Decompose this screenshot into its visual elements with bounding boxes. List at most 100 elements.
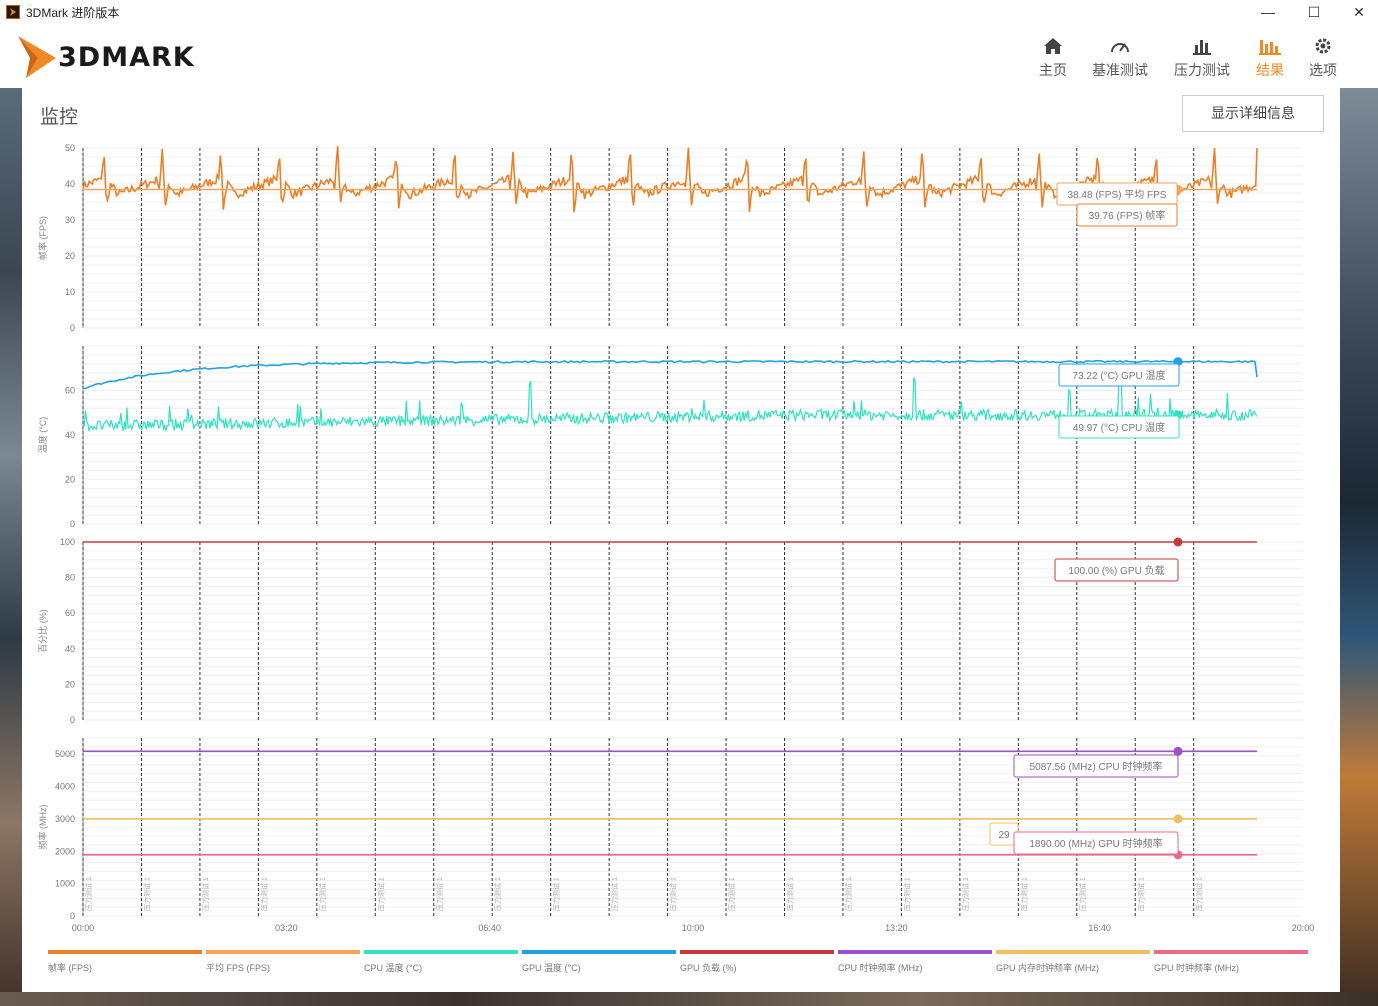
loop-marker-label: 压力测试 1 (376, 877, 385, 911)
y-tick-label: 0 (70, 911, 75, 921)
chart-panel-3: 0 1000 2000 3000 4000 5000 频率 (MHz) 压力测试 1 压力测试 … (37, 737, 1303, 921)
series-line (82, 359, 1258, 390)
logo-text: 3DMARK (58, 42, 195, 73)
close-button[interactable]: ✕ (1353, 4, 1365, 20)
maximize-button[interactable]: ☐ (1307, 4, 1321, 20)
callout-box (1013, 754, 1179, 778)
chart-panel-0: 0 10 20 30 40 50 帧率 (FPS) 38.48 (FPS) 平均 FPS 39.… (37, 143, 1303, 333)
stress-icon (1193, 40, 1211, 55)
y-tick-label: 40 (65, 430, 75, 440)
nav-options-label: 选项 (1309, 62, 1337, 78)
legend-swatch (48, 950, 202, 954)
background-art-left (0, 88, 22, 1006)
loop-marker-label: 压力测试 1 (201, 877, 210, 911)
callout-box (1013, 831, 1179, 855)
nav-options[interactable]: 选项 (1306, 34, 1340, 80)
y-tick-label: 3000 (55, 814, 75, 824)
x-tick-label: 13:20 (885, 923, 908, 933)
legend-swatch (996, 950, 1150, 954)
legend-swatch (1154, 950, 1308, 954)
loop-marker-label: 压力测试 1 (1078, 877, 1087, 911)
nav-benchmark-label: 基准测试 (1092, 62, 1148, 78)
series-marker (1173, 746, 1183, 756)
legend-swatch (364, 950, 518, 954)
y-tick-label: 1000 (55, 879, 75, 889)
legend-label: GPU 温度 (°C) (522, 963, 581, 973)
callout-box (1076, 203, 1178, 227)
y-axis-label: 温度 (°C) (37, 417, 48, 454)
series-marker (1173, 814, 1183, 824)
y-axis-label: 帧率 (FPS) (37, 216, 48, 260)
x-tick-label: 16:40 (1088, 923, 1111, 933)
y-tick-label: 30 (65, 215, 75, 225)
loop-marker-label: 压力测试 1 (1019, 877, 1028, 911)
window-title: 3DMark 进阶版本 (26, 6, 120, 20)
legend-item[interactable]: GPU 内存时钟频率 (MHz) (996, 950, 1150, 973)
legend-item[interactable]: CPU 时钟频率 (MHz) (838, 950, 992, 973)
home-icon (1044, 38, 1062, 54)
y-tick-label: 0 (70, 519, 75, 529)
x-tick-label: 00:00 (72, 923, 95, 933)
callout-label: 1890.00 (MHz) GPU 时钟频率 (1029, 837, 1162, 850)
monitoring-chart[interactable]: 0 10 20 30 40 50 帧率 (FPS) 38.48 (FPS) 平均 FPS 39.… (22, 88, 1340, 992)
callout-box (1054, 558, 1179, 582)
y-tick-label: 60 (65, 608, 75, 618)
loop-marker-label: 压力测试 1 (493, 877, 502, 911)
background-art-bottom (0, 992, 1378, 1006)
legend-item[interactable]: GPU 时钟频率 (MHz) (1154, 950, 1308, 973)
callout-box (1058, 363, 1180, 387)
callout-label: 100.00 (%) GPU 负载 (1068, 564, 1164, 577)
nav-home[interactable]: 主页 (1036, 34, 1070, 80)
gauge-icon (1111, 43, 1129, 53)
callout-box (1058, 415, 1180, 439)
legend-label: CPU 时钟频率 (MHz) (838, 963, 923, 973)
callout-label: 5087.56 (MHz) CPU 时钟频率 (1030, 760, 1163, 773)
nav-stress-test[interactable]: 压力测试 (1172, 34, 1232, 80)
y-tick-label: 20 (65, 251, 75, 261)
callout-label: 38.48 (FPS) 平均 FPS (1068, 189, 1167, 201)
loop-marker-label: 压力测试 1 (84, 877, 93, 911)
y-tick-label: 5000 (55, 749, 75, 759)
loop-marker-label: 压力测试 1 (844, 877, 853, 911)
y-tick-label: 4000 (55, 782, 75, 792)
y-tick-label: 50 (65, 143, 75, 153)
loop-marker-label: 压力测试 1 (961, 877, 970, 911)
y-tick-label: 20 (65, 475, 75, 485)
minimize-button[interactable]: — (1261, 4, 1275, 20)
loop-marker-label: 压力测试 1 (1195, 877, 1204, 911)
legend-label: GPU 时钟频率 (MHz) (1154, 963, 1239, 973)
y-tick-label: 40 (65, 179, 75, 189)
loop-marker-label: 压力测试 1 (142, 877, 151, 911)
x-tick-label: 20:00 (1292, 923, 1315, 933)
loop-marker-label: 压力测试 1 (435, 877, 444, 911)
callout-label: 39.76 (FPS) 帧率 (1089, 209, 1166, 222)
title-bar: 3DMark 进阶版本 — ☐ ✕ (0, 0, 1378, 24)
callout-label: 29 (998, 830, 1010, 841)
legend-label: CPU 温度 (°C) (364, 963, 423, 973)
legend-item[interactable]: 帧率 (FPS) (48, 950, 202, 973)
legend-label: 帧率 (FPS) (48, 963, 92, 973)
legend-swatch (206, 950, 360, 954)
monitoring-panel: 0 10 20 30 40 50 帧率 (FPS) 38.48 (FPS) 平均 FPS 39.… (22, 88, 1340, 992)
loop-marker-label: 压力测试 1 (1136, 877, 1145, 911)
callout-label: 73.22 (°C) GPU 温度 (1073, 369, 1166, 382)
app-header: 3DMARK 主页 基准测试 压力测试 结果 (0, 24, 1378, 88)
y-tick-label: 2000 (55, 846, 75, 856)
loop-marker-label: 压力测试 1 (552, 877, 561, 911)
legend-item[interactable]: GPU 负载 (%) (680, 950, 834, 973)
nav-benchmark[interactable]: 基准测试 (1090, 34, 1150, 80)
legend-item[interactable]: CPU 温度 (°C) (364, 950, 518, 973)
loop-marker-label: 压力测试 1 (727, 877, 736, 911)
app-icon (6, 5, 20, 19)
nav-results[interactable]: 结果 (1253, 34, 1287, 80)
x-tick-label: 03:20 (275, 923, 298, 933)
show-details-button[interactable]: 显示详细信息 (1182, 95, 1324, 132)
results-icon (1259, 40, 1281, 55)
nav-home-label: 主页 (1039, 62, 1067, 78)
legend-item[interactable]: GPU 温度 (°C) (522, 950, 676, 973)
legend-item[interactable]: 平均 FPS (FPS) (206, 950, 360, 973)
chart-panel-2: 0 20 40 60 80 100 百分比 (%) 100.00 (%) GPU 负载 (37, 537, 1303, 725)
legend-label: 平均 FPS (FPS) (206, 963, 271, 973)
y-tick-label: 60 (65, 386, 75, 396)
loop-marker-label: 压力测试 1 (786, 877, 795, 911)
